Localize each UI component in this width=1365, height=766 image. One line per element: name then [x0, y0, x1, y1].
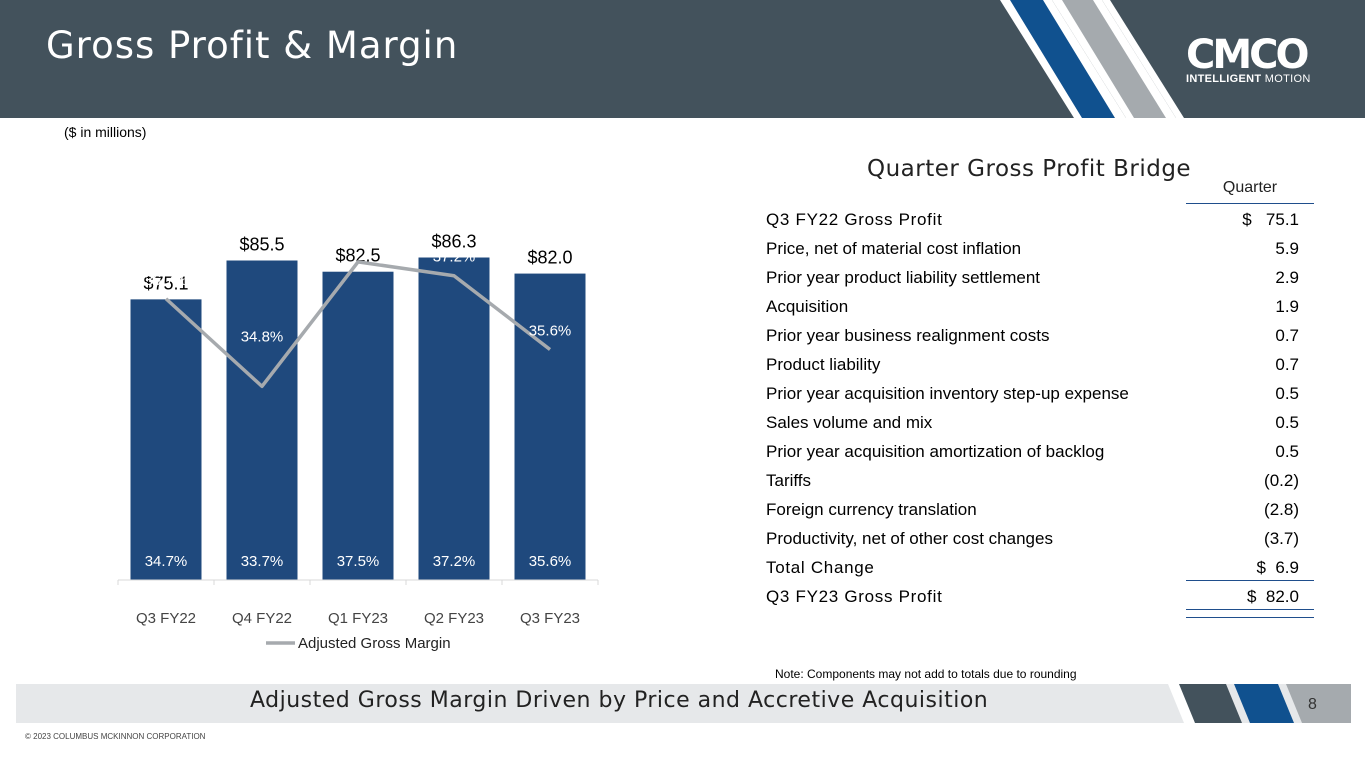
bridge-row-value: 1.9 [1275, 297, 1299, 316]
bridge-row: Price, net of material cost inflation 5.9 [766, 235, 1314, 264]
bridge-row-value: 0.5 [1275, 442, 1299, 461]
line-adjusted-gross-margin [164, 260, 552, 389]
footer-stripe-dark [1179, 684, 1242, 723]
bridge-row-label: Prior year business realignment costs [766, 326, 1050, 345]
adjusted-margin-label: 36.7% [145, 272, 188, 289]
gross-margin-label: 37.2% [433, 553, 476, 570]
bridge-row-label: Sales volume and mix [766, 413, 933, 432]
bridge-row-value: $ 75.1 [1242, 210, 1299, 229]
adjusted-margin-label: 37.5% [337, 235, 380, 252]
bridge-row-value: (2.8) [1264, 500, 1299, 519]
bridge-column-header: Quarter [1222, 179, 1278, 196]
bar-value-label: $85.5 [239, 235, 284, 255]
bridge-row-value: $ 82.0 [1247, 587, 1299, 606]
bridge-row-value: (0.2) [1264, 471, 1299, 490]
footer-banner [16, 684, 1351, 723]
bar-value-label: $86.3 [431, 232, 476, 252]
final-total-rule [1186, 609, 1314, 610]
bar-value-label: $82.5 [335, 246, 380, 266]
bridge-row: Total Change $ 6.9 [766, 554, 1314, 583]
bridge-row: Prior year acquisition inventory step-up… [766, 380, 1314, 409]
gross-profit-chart: $75.134.7%Q3 FY22$85.533.7%Q4 FY22$82.53… [117, 232, 599, 652]
x-tick-label: Q3 FY22 [136, 610, 196, 627]
gross-margin-label: 37.5% [337, 553, 380, 570]
bridge-row: Foreign currency translation (2.8) [766, 496, 1314, 525]
bridge-row-label: Price, net of material cost inflation [766, 239, 1022, 258]
adjusted-margin-label: 35.6% [529, 322, 572, 339]
page-title: Gross Profit & Margin [46, 24, 459, 67]
logo-tagline-bold: INTELLIGENT [1186, 73, 1262, 85]
x-tick-label: Q1 FY23 [328, 610, 388, 627]
logo-tagline: INTELLIGENT MOTION [1186, 73, 1311, 85]
footer-stripe-gray [1286, 684, 1351, 723]
bridge-row-value: 0.7 [1275, 355, 1299, 374]
bridge-row: Productivity, net of other cost changes (… [766, 525, 1314, 554]
footer-background [16, 684, 1351, 723]
bridge-row-value: 0.5 [1275, 413, 1299, 432]
bridge-title: Quarter Gross Profit Bridge [867, 156, 1192, 182]
bar-gross-profit [226, 260, 298, 580]
gross-margin-label: 35.6% [529, 553, 572, 570]
logo-wordmark: CMCO [1186, 34, 1308, 72]
bar-gross-profit [514, 273, 586, 580]
bridge-row-label: Prior year acquisition amortization of b… [766, 442, 1105, 461]
bridge-row-label: Total Change [766, 558, 875, 577]
bridge-row-label: Acquisition [766, 297, 849, 316]
bridge-row-value: (3.7) [1264, 529, 1299, 548]
bridge-row-label: Q3 FY23 Gross Profit [766, 587, 943, 606]
stripe-gray [1062, 0, 1166, 118]
header-banner: Gross Profit & Margin CMCO INTELLIGENT M… [0, 0, 1365, 118]
bridge-row: Sales volume and mix 0.5 [766, 409, 1314, 438]
bridge-row: Q3 FY22 Gross Profit $ 75.1 [766, 206, 1314, 235]
bar-value-label: $82.0 [527, 248, 572, 268]
bar-gross-profit [322, 271, 394, 580]
bridge-row-label: Q3 FY22 Gross Profit [766, 210, 943, 229]
legend-label: Adjusted Gross Margin [298, 635, 451, 652]
bridge-row-label: Product liability [766, 355, 881, 374]
stripe-blue [1010, 0, 1115, 118]
bridge-row-label: Prior year acquisition inventory step-up… [766, 384, 1129, 403]
bridge-header-rule [1186, 203, 1314, 204]
page-number: 8 [1308, 696, 1317, 713]
bridge-row-value: 5.9 [1275, 239, 1299, 258]
units-note: ($ in millions) [64, 124, 147, 140]
bar-value-label: $75.1 [143, 273, 188, 293]
logo-tagline-light: MOTION [1264, 73, 1311, 85]
bridge-table: Q3 FY22 Gross Profit $ 75.1 Price, net of … [766, 206, 1314, 612]
x-tick-label: Q3 FY23 [520, 610, 580, 627]
bridge-row-value: 0.5 [1275, 384, 1299, 403]
bridge-row-label: Prior year product liability settlement [766, 268, 1041, 287]
bridge-row-label: Tariffs [766, 471, 812, 490]
x-tick-label: Q2 FY23 [424, 610, 484, 627]
footer-banner-text: Adjusted Gross Margin Driven by Price an… [250, 688, 989, 713]
bridge-row-value: 0.7 [1275, 326, 1299, 345]
final-total-double-rule [1186, 617, 1314, 618]
bridge-row-label: Foreign currency translation [766, 500, 977, 519]
bridge-row-value: $ 6.9 [1256, 558, 1299, 577]
bridge-row: Prior year product liability settlement 2… [766, 264, 1314, 293]
bridge-row: Prior year business realignment costs 0.7 [766, 322, 1314, 351]
adjusted-margin-label: 37.2% [433, 249, 476, 266]
bar-gross-profit [418, 257, 490, 580]
gross-margin-label: 33.7% [241, 553, 284, 570]
footer-stripe-blue [1234, 684, 1294, 723]
copyright: © 2023 COLUMBUS MCKINNON CORPORATION [25, 732, 206, 741]
bar-gross-profit [130, 299, 202, 580]
bridge-row: Prior year acquisition amortization of b… [766, 438, 1314, 467]
bridge-row-value: 2.9 [1275, 268, 1299, 287]
total-change-rule [1186, 580, 1314, 581]
bridge-row: Tariffs (0.2) [766, 467, 1314, 496]
bridge-row-label: Productivity, net of other cost changes [766, 529, 1053, 548]
gross-margin-label: 34.7% [145, 553, 188, 570]
logo-panel-fill [1110, 0, 1365, 118]
x-tick-label: Q4 FY22 [232, 610, 292, 627]
rounding-note: Note: Components may not add to totals d… [775, 667, 1077, 681]
bridge-row: Acquisition 1.9 [766, 293, 1314, 322]
header-decoration [1000, 0, 1365, 118]
cmco-logo: CMCO [1186, 34, 1311, 72]
bridge-row: Product liability 0.7 [766, 351, 1314, 380]
bridge-row: Q3 FY23 Gross Profit $ 82.0 [766, 583, 1314, 612]
adjusted-margin-label: 34.8% [241, 328, 284, 345]
